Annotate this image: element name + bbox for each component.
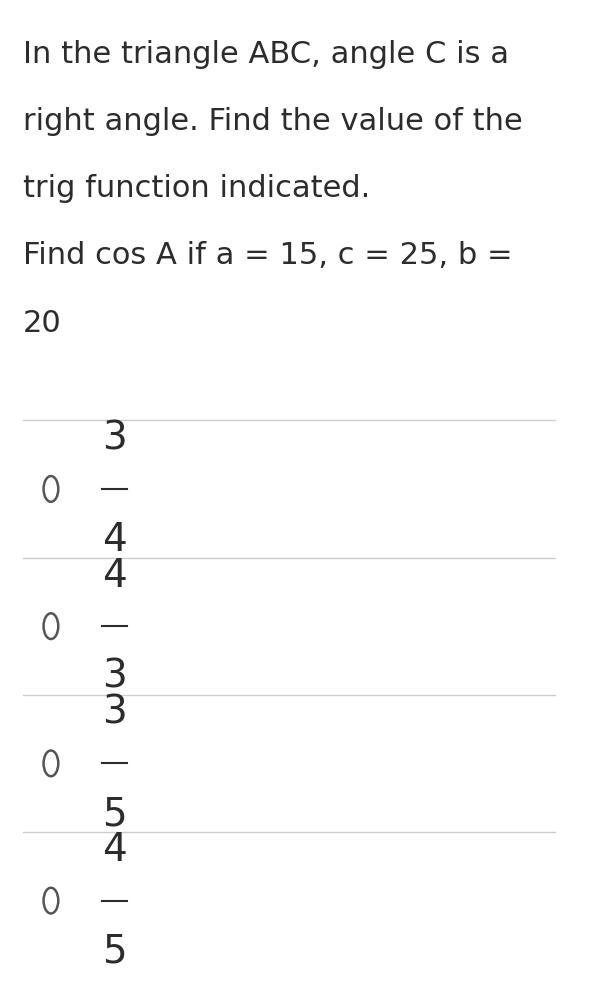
Text: Find cos A if a = 15, c = 25, b =: Find cos A if a = 15, c = 25, b = <box>23 241 512 270</box>
Text: 3: 3 <box>102 419 126 457</box>
Text: 5: 5 <box>102 933 126 970</box>
Text: 4: 4 <box>102 831 126 869</box>
Text: right angle. Find the value of the: right angle. Find the value of the <box>23 107 522 135</box>
Text: 5: 5 <box>102 795 126 833</box>
Text: trig function indicated.: trig function indicated. <box>23 174 370 203</box>
Text: 4: 4 <box>102 557 126 594</box>
Text: 3: 3 <box>102 693 126 732</box>
Text: 20: 20 <box>23 309 61 337</box>
Text: 4: 4 <box>102 520 126 559</box>
Text: 3: 3 <box>102 658 126 696</box>
Text: In the triangle ABC, angle C is a: In the triangle ABC, angle C is a <box>23 40 508 68</box>
